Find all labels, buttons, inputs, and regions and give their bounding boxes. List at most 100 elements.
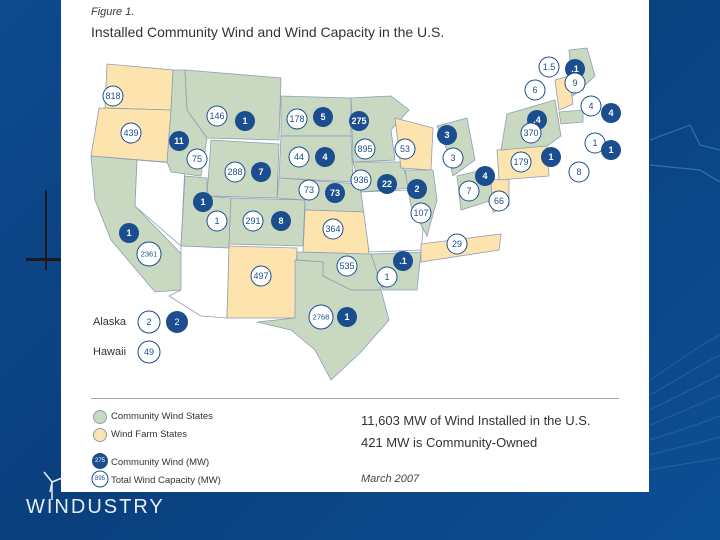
- bubble-ma-comm: [601, 103, 621, 123]
- alaska-total-value: 2: [146, 317, 151, 327]
- state-missouri: [360, 189, 424, 253]
- legend-community-wind: Community Wind (MW): [111, 457, 210, 468]
- bubble-value-nd-comm: 5: [320, 112, 325, 122]
- bubble-ca-comm: [119, 223, 139, 243]
- bubble-value-pa-total: 179: [513, 157, 528, 167]
- bubble-value-wy-comm: 7: [258, 167, 263, 177]
- bubble-ma-total: [580, 95, 602, 117]
- bubble-value-mn-comm: 275: [351, 116, 366, 126]
- legend-total-capacity: Total Wind Capacity (MW): [111, 475, 221, 486]
- bubble-value-sd-comm: 4: [322, 152, 327, 162]
- bubble-ne-total: [298, 179, 320, 201]
- bubble-value-co-comm: 8: [278, 216, 283, 226]
- hawaii-bubbles: 49: [137, 340, 161, 364]
- bubble-value-ri-total: 1: [592, 138, 597, 148]
- bubble-value-ny-total: 370: [523, 128, 538, 138]
- logo-text: WINDUSTRY: [26, 496, 165, 518]
- bubble-ri-comm: [601, 140, 621, 160]
- bubble-pa-total: [510, 151, 532, 173]
- bubble-oh-comm: [475, 166, 495, 186]
- legend-bubble-samples: 275 895: [91, 453, 109, 488]
- bubble-il-total: [410, 202, 432, 224]
- bubble-nd-total: [286, 108, 308, 130]
- bubble-ia-comm: [377, 174, 397, 194]
- bubble-value-ne-total: 73: [304, 185, 314, 195]
- bubble-value-tx-comm: 1: [344, 312, 349, 322]
- bubble-value-il-total: 107: [413, 208, 428, 218]
- bubble-co-comm: [271, 211, 291, 231]
- bubble-value-mt-total: 146: [209, 111, 224, 121]
- bubble-or-comm: [169, 131, 189, 151]
- bubble-nh-total: [564, 72, 586, 94]
- bubble-ca-total: [136, 241, 162, 267]
- bubble-value-ut-comm: 1: [200, 197, 205, 207]
- legend-wind-farm-states: Wind Farm States: [111, 429, 188, 440]
- bubble-value-nm-total: 497: [253, 271, 268, 281]
- bubble-value-ri-comm: 1: [608, 145, 613, 155]
- bubble-ne-comm: [325, 183, 345, 203]
- bubble-value-tn-total: 29: [452, 239, 462, 249]
- wind-turbine-icon: [43, 471, 63, 500]
- bubble-value-mt-comm: 1: [242, 116, 247, 126]
- bubble-value-ar-comm: .1: [399, 256, 407, 266]
- bubble-nm-total: [250, 265, 272, 287]
- bubble-sd-comm: [315, 147, 335, 167]
- bubble-value-oh-total: 7: [466, 186, 471, 196]
- bubble-value-me-total: 1.5: [543, 62, 556, 72]
- alaska-bubbles: 2 2: [137, 310, 188, 334]
- bubble-mi-comm: [437, 125, 457, 145]
- bubble-value-me-comm: .1: [571, 64, 579, 74]
- legend-divider: [91, 398, 619, 399]
- bubble-ut-comm: [193, 192, 213, 212]
- bubble-value-tx-total: 2768: [313, 313, 330, 322]
- bubble-value-vt-total: 6: [532, 85, 537, 95]
- figure-panel: 818 439 11 75 146 1 288 7 178 5 44 4 275 895 53 3 3 936 22…: [61, 0, 649, 492]
- bubble-ar-comm: [393, 251, 413, 271]
- bubble-mi-total: [442, 147, 464, 169]
- bubble-mt-total: [206, 105, 228, 127]
- bubble-ar-total: [376, 266, 398, 288]
- bubble-ia-total: [350, 169, 372, 191]
- legend-community-sample: 275: [95, 458, 106, 464]
- crosshair-horizontal-mark: [26, 258, 64, 261]
- bubble-value-ia-total: 936: [353, 175, 368, 185]
- bubble-value-ny-comm: .4: [533, 115, 541, 125]
- bubble-wy-total: [224, 161, 246, 183]
- crosshair-vertical-mark: [45, 190, 47, 270]
- bubble-vt-total: [524, 79, 546, 101]
- state-massachusetts: [558, 109, 584, 125]
- bubble-value-nd-total: 178: [289, 114, 304, 124]
- bubble-value-ca-comm: 1: [126, 228, 131, 238]
- bubble-value-ma-comm: 4: [608, 108, 613, 118]
- bubble-value-ne-comm: 73: [330, 188, 340, 198]
- bubble-oh-total: [458, 180, 480, 202]
- bubble-mt-comm: [235, 111, 255, 131]
- bubble-me-total: [538, 56, 560, 78]
- bubble-or-total: [120, 122, 142, 144]
- bubble-co-total: [242, 210, 264, 232]
- bubble-nd-comm: [313, 107, 333, 127]
- stat-installed: 11,603 MW of Wind Installed in the U.S.: [361, 413, 591, 428]
- bubble-tx-total: [308, 304, 334, 330]
- bubble-tn-total: [446, 233, 468, 255]
- bubble-value-ok-total: 535: [339, 261, 354, 271]
- bubble-value-oh-comm: 4: [482, 171, 487, 181]
- stat-community-owned: 421 MW is Community-Owned: [361, 435, 538, 450]
- bubble-wi-total: [394, 138, 416, 160]
- hawaii-label: Hawaii: [93, 346, 127, 358]
- windustry-logo: WINDUSTRY: [22, 470, 172, 520]
- bubble-value-wi-total: 53: [400, 144, 410, 154]
- wind-farm-states-swatch: [93, 428, 107, 442]
- bubble-value-wv-total: 66: [494, 196, 504, 206]
- bubble-value-mi-total: 3: [450, 153, 455, 163]
- legend-community-states: Community Wind States: [111, 411, 213, 422]
- bubble-tx-comm: [337, 307, 357, 327]
- bubble-value-wy-total: 288: [227, 167, 242, 177]
- bubble-value-ca-total: 2361: [141, 250, 158, 259]
- alaska-community-value: 2: [174, 317, 179, 327]
- legend-total-sample: 895: [95, 476, 106, 482]
- bubble-wa-total: [102, 85, 124, 107]
- bubble-value-ks-total: 364: [325, 224, 340, 234]
